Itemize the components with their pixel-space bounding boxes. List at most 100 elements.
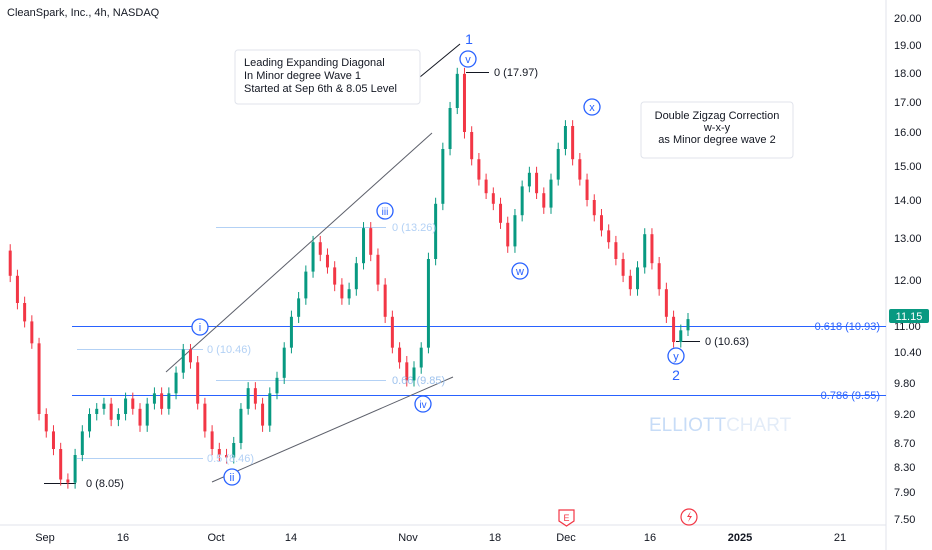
- candle-body: [210, 431, 214, 449]
- candle-body: [304, 271, 308, 299]
- candle-body: [354, 263, 358, 290]
- candle-body: [152, 393, 156, 404]
- candle-body: [138, 408, 142, 426]
- wave-label-y[interactable]: y: [667, 347, 685, 365]
- candle-body: [628, 275, 632, 290]
- annotation-box-correction[interactable]: Double Zigzag Correction w-x-y as Minor …: [640, 101, 794, 159]
- candle-body: [527, 172, 531, 187]
- wave-label-minor-2[interactable]: 2: [672, 367, 680, 383]
- candle-body: [160, 393, 164, 409]
- fib-label: 0.5 (8.46): [207, 453, 254, 465]
- time-tick: Dec: [556, 532, 576, 544]
- wave-label-minor-1[interactable]: 1: [465, 31, 473, 47]
- wave-label-w[interactable]: w: [511, 262, 529, 280]
- candle-body: [261, 403, 265, 426]
- price-tick: 9.80: [894, 378, 915, 390]
- time-tick: 14: [285, 532, 297, 544]
- price-tick: 14.00: [894, 195, 922, 207]
- candle-body: [455, 73, 459, 108]
- candle-body: [571, 126, 575, 160]
- candle-body: [412, 367, 416, 381]
- time-tick: 16: [644, 532, 656, 544]
- candle-body: [73, 455, 77, 483]
- symbol-title: CleanSpark, Inc., 4h, NASDAQ: [7, 7, 160, 19]
- wave-label-iv[interactable]: iv: [414, 395, 432, 413]
- annotation-box-diagonal[interactable]: Leading Expanding Diagonal In Minor degr…: [234, 49, 421, 105]
- candle-body: [66, 479, 70, 483]
- svg-text:iii: iii: [382, 207, 389, 218]
- last-price-value: 11.15: [896, 311, 923, 323]
- time-tick: 21: [834, 532, 846, 544]
- candle-body: [80, 431, 84, 455]
- svg-text:i: i: [199, 322, 201, 334]
- candle-body: [102, 403, 106, 409]
- candle-body: [217, 449, 221, 455]
- earnings-marker[interactable]: E: [558, 509, 575, 527]
- candle-body: [636, 267, 640, 290]
- candle-body: [499, 203, 503, 223]
- candle-body: [462, 73, 466, 132]
- diagonal-lower-line[interactable]: [211, 376, 454, 483]
- wave-label-i[interactable]: i: [191, 318, 209, 336]
- candle-body: [347, 289, 351, 299]
- candle-body: [145, 403, 149, 426]
- wave-label-iii[interactable]: iii: [376, 202, 394, 220]
- price-tick: 18.00: [894, 68, 922, 80]
- annotation-line: Double Zigzag Correction: [655, 110, 780, 122]
- price-tick: 16.00: [894, 127, 922, 139]
- price-tick: 19.00: [894, 40, 922, 52]
- price-tick: 13.00: [894, 233, 922, 245]
- candle-body: [599, 215, 603, 231]
- fib-label: 0 (10.63): [705, 336, 749, 348]
- price-tick: 12.00: [894, 275, 922, 287]
- candle-body: [282, 347, 286, 378]
- candles-layer: [8, 67, 690, 489]
- candle-body: [542, 193, 546, 208]
- candle-body: [174, 372, 178, 394]
- candle-body: [398, 347, 402, 363]
- candle-body: [621, 259, 625, 276]
- candle-body: [246, 388, 250, 409]
- diagonal-trendlines[interactable]: [165, 43, 461, 483]
- candle-body: [506, 222, 510, 247]
- svg-text:v: v: [465, 54, 471, 66]
- dividend-icon[interactable]: [680, 508, 698, 526]
- key-levels: [72, 326, 886, 396]
- candle-body: [196, 362, 200, 404]
- time-axis[interactable]: Sep 16 Oct 14 Nov 18 Dec 16 2025 21: [35, 532, 846, 544]
- time-tick: 18: [489, 532, 501, 544]
- fib-label: 0 (8.05): [86, 478, 124, 490]
- candle-body: [188, 349, 192, 363]
- candle-body: [419, 347, 423, 368]
- price-tick: 20.00: [894, 13, 922, 25]
- candle-body: [37, 343, 41, 414]
- candle-body: [369, 228, 373, 255]
- candle-body: [239, 408, 243, 443]
- svg-text:iv: iv: [419, 400, 426, 411]
- candle-body: [109, 403, 113, 420]
- svg-text:y: y: [673, 351, 679, 363]
- candle-body: [30, 321, 34, 344]
- candle-body: [275, 377, 279, 394]
- wave-label-ii[interactable]: ii: [223, 468, 241, 486]
- candle-body: [376, 254, 380, 285]
- diagonal-upper-line[interactable]: [165, 132, 433, 373]
- candle-body: [470, 132, 474, 160]
- price-tick: 8.70: [894, 438, 915, 450]
- candle-body: [362, 228, 366, 264]
- candle-body: [88, 414, 92, 432]
- candle-body: [484, 179, 488, 194]
- wave-label-v[interactable]: v: [459, 50, 477, 68]
- fib-label: 0 (10.46): [207, 344, 251, 356]
- candle-body: [657, 263, 661, 290]
- svg-text:w: w: [515, 266, 524, 278]
- candle-body: [491, 193, 495, 204]
- wave-label-x[interactable]: x: [583, 98, 601, 116]
- candle-body: [578, 159, 582, 180]
- annotation-line: Started at Sep 6th & 8.05 Level: [244, 83, 397, 95]
- wave-labels[interactable]: i ii iii iv v w x y 1 2: [191, 31, 685, 486]
- last-price-badge: 11.15: [889, 309, 929, 323]
- time-tick: Nov: [398, 532, 418, 544]
- price-axis[interactable]: 20.00 19.00 18.00 17.00 16.00 15.00 14.00 13.00…: [894, 13, 922, 526]
